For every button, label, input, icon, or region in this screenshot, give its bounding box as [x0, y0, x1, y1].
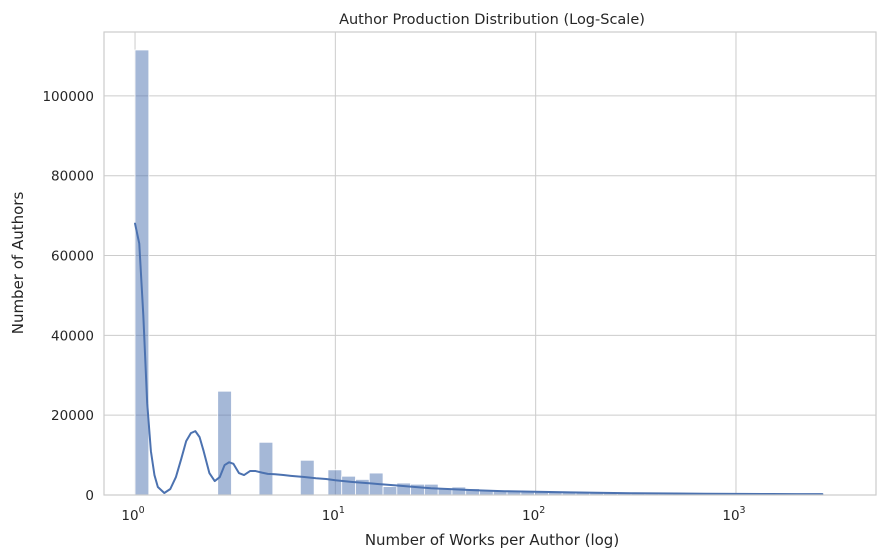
x-tick-labels: 100 101 102 103: [121, 505, 745, 524]
x-tick-base: 10: [722, 508, 739, 524]
x-tick-label: 103: [722, 505, 745, 524]
x-tick-exponent: 1: [339, 505, 345, 516]
x-tick-label: 102: [522, 505, 545, 524]
x-tick-base: 10: [121, 508, 138, 524]
x-tick-base: 10: [522, 508, 539, 524]
y-tick-label: 60000: [51, 249, 94, 265]
histogram-bar: [451, 486, 467, 496]
histogram-bar: [423, 483, 439, 496]
y-tick-label: 20000: [51, 408, 94, 424]
x-tick-label: 100: [121, 505, 144, 524]
histogram-bar: [217, 390, 232, 496]
histogram-bar: [341, 475, 356, 496]
x-tick-base: 10: [322, 508, 339, 524]
histogram-bar: [382, 486, 398, 496]
histogram-bars: [134, 49, 825, 496]
histogram-bar: [258, 441, 274, 496]
y-tick-label: 0: [85, 488, 94, 504]
x-tick-exponent: 3: [740, 505, 746, 516]
histogram-bar: [327, 469, 343, 496]
y-axis-label: Number of Authors: [9, 192, 27, 335]
histogram-bar: [134, 49, 150, 496]
x-tick-exponent: 2: [539, 505, 545, 516]
kde-curve: [134, 222, 824, 496]
y-tick-label: 40000: [51, 328, 94, 344]
chart-title: Author Production Distribution (Log-Scal…: [339, 12, 645, 28]
x-tick-exponent: 0: [139, 505, 145, 516]
x-tick-label: 101: [322, 505, 345, 524]
plot-frame: [103, 31, 877, 496]
y-tick-label: 80000: [51, 169, 94, 185]
y-tick-label: 100000: [42, 89, 94, 105]
x-axis-label: Number of Works per Author (log): [365, 531, 619, 549]
y-tick-labels: 0 20000 40000 60000 80000 100000: [42, 89, 94, 504]
